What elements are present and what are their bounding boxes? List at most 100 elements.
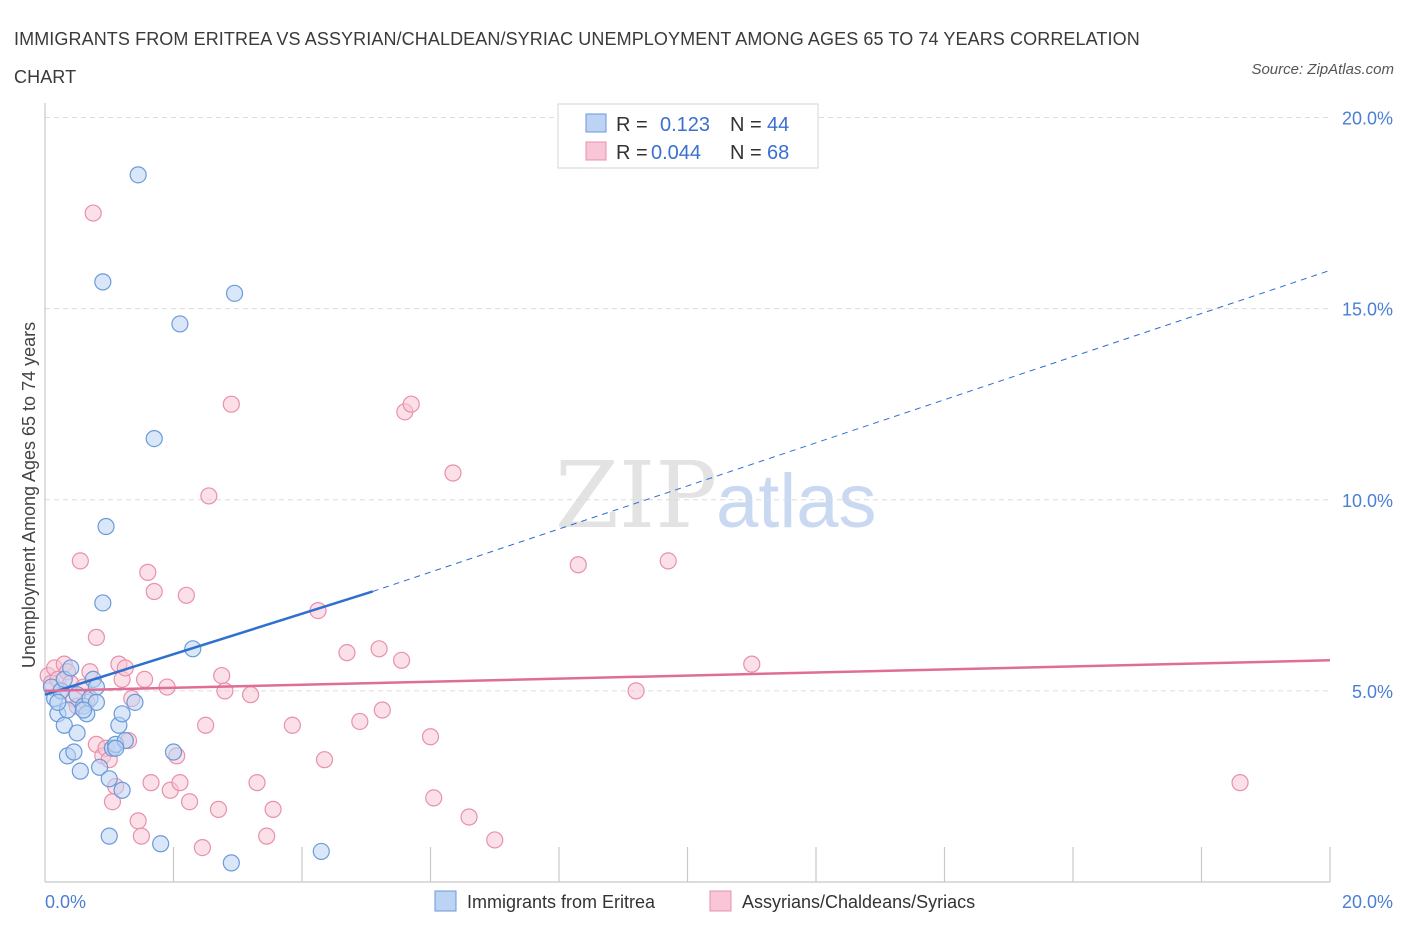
pink-trend-line [44, 659, 1331, 693]
legend-n-label-blue: N = [730, 114, 762, 136]
data-point [283, 716, 301, 734]
legend-r-label-pink: R = [616, 142, 648, 164]
data-point [142, 774, 160, 792]
data-point [209, 800, 228, 818]
y-tick-label-10: 10.0% [1342, 491, 1393, 511]
correlation-legend: R = 0.123 N = 44 R = 0.044 N = 68 [557, 103, 819, 169]
data-point [139, 563, 157, 581]
legend-swatch-pink [585, 141, 607, 161]
legend-r-value-pink: 0.044 [651, 142, 701, 164]
data-point [65, 743, 83, 761]
data-point [74, 701, 93, 719]
data-point [213, 666, 231, 685]
data-point [126, 693, 144, 711]
data-point [68, 724, 86, 742]
data-point [113, 705, 131, 723]
data-point [177, 586, 195, 604]
y-tick-label-20: 20.0% [1342, 109, 1393, 129]
data-point [132, 827, 150, 845]
data-point [242, 686, 260, 704]
trend-lines [44, 269, 1331, 696]
data-point [444, 464, 462, 482]
data-point [315, 751, 334, 769]
series-legend-label-pink: Assyrians/Chaldeans/Syriacs [742, 892, 975, 912]
data-point [94, 273, 112, 291]
data-point [62, 659, 80, 677]
series-legend-swatch-pink [709, 890, 732, 912]
data-point [97, 517, 115, 536]
data-point [222, 395, 240, 413]
data-point [338, 644, 356, 662]
data-point [171, 774, 189, 792]
data-point [180, 793, 199, 811]
legend-swatch-blue [585, 113, 607, 133]
data-point [87, 693, 106, 711]
chart-title: IMMIGRANTS FROM ERITREA VS ASSYRIAN/CHAL… [14, 29, 1140, 87]
data-point [100, 827, 118, 845]
watermark: ZIP atlas [555, 442, 877, 549]
data-point [373, 701, 391, 719]
data-point [107, 739, 125, 757]
data-point [71, 762, 89, 780]
data-point [193, 838, 212, 857]
data-point [743, 655, 761, 673]
data-point [87, 628, 106, 646]
series-legend: Immigrants from Eritrea Assyrians/Chalde… [434, 890, 975, 912]
x-ticks [172, 847, 1331, 882]
data-point [135, 670, 154, 689]
data-point [145, 582, 163, 601]
legend-n-value-pink: 68 [767, 142, 789, 164]
data-point [164, 743, 183, 761]
data-point [84, 204, 102, 222]
x-tick-label-max: 20.0% [1342, 892, 1393, 912]
y-tick-label-15: 15.0% [1342, 300, 1393, 320]
legend-n-label-pink: N = [730, 142, 762, 164]
legend-r-value-blue: 0.123 [660, 114, 710, 136]
data-point [460, 808, 478, 826]
legend-r-label-blue: R = [616, 114, 648, 136]
y-tick-label-5: 5.0% [1352, 682, 1393, 702]
data-point [402, 395, 420, 413]
blue-series-points [42, 166, 330, 872]
watermark-atlas: atlas [716, 459, 877, 544]
source-label: Source: ZipAtlas.com [1251, 61, 1394, 78]
blue-trend-line [44, 590, 374, 696]
data-point [222, 854, 240, 872]
legend-n-value-blue: 44 [767, 114, 789, 136]
y-axis-label: Unemployment Among Ages 65 to 74 years [19, 322, 39, 668]
data-point [248, 774, 266, 792]
blue-trend-extension [372, 269, 1331, 592]
data-point [425, 789, 443, 807]
data-point [421, 728, 440, 746]
data-point [197, 716, 215, 734]
data-point [627, 682, 645, 700]
data-point [392, 651, 411, 669]
y-tick-labels: 5.0% 10.0% 15.0% 20.0% [1342, 109, 1393, 702]
data-point [129, 166, 147, 184]
data-point [171, 315, 189, 333]
data-point [200, 487, 218, 505]
data-point [264, 800, 282, 818]
data-point [100, 770, 118, 788]
data-point [94, 594, 112, 612]
data-point [486, 831, 504, 849]
data-point [312, 842, 330, 861]
data-point [569, 556, 587, 574]
data-point [71, 552, 89, 570]
data-point [258, 827, 276, 845]
series-legend-label-blue: Immigrants from Eritrea [467, 892, 656, 912]
data-point [113, 781, 131, 799]
watermark-zip: ZIP [555, 442, 717, 549]
data-point [152, 835, 170, 853]
data-point [1231, 774, 1249, 792]
data-point [145, 429, 163, 448]
data-point [91, 758, 109, 776]
series-legend-swatch-blue [434, 890, 457, 912]
data-point [129, 812, 147, 830]
data-point [659, 552, 677, 570]
data-point [49, 693, 67, 711]
data-point [225, 284, 244, 302]
x-tick-label-min: 0.0% [45, 892, 86, 912]
data-point [370, 640, 388, 658]
